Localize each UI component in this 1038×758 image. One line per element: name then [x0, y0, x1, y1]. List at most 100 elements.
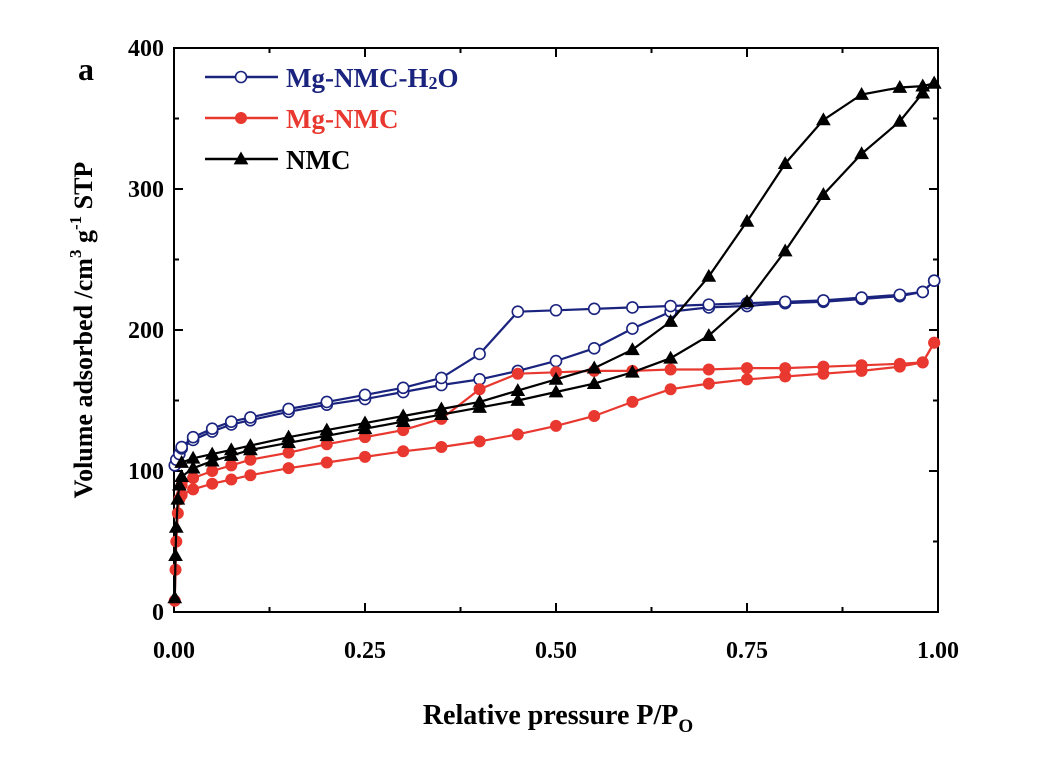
series-3-desorption-point [777, 156, 793, 169]
x-axis-title-sub: O [678, 716, 693, 737]
series-2-desorption-point [741, 362, 753, 375]
series-2-adsorption-point [206, 477, 219, 490]
series-3-adsorption-point [548, 384, 564, 398]
series-2-adsorption-point [435, 441, 448, 454]
legend-label-main: Mg-NMC [286, 104, 398, 134]
series-1-adsorption-point [549, 354, 563, 368]
series-1-desorption-point [225, 415, 238, 428]
x-tick-label: 0.25 [344, 638, 386, 664]
series-3-desorption-point [281, 429, 296, 443]
series-1-adsorption-point [473, 373, 486, 386]
series-2-desorption-point [855, 359, 868, 372]
series-1-adsorption-point [587, 342, 601, 355]
series-1-desorption-point [282, 402, 295, 416]
panel-label: a [78, 51, 94, 87]
series-3-adsorption-point [167, 590, 183, 604]
series-2-desorption-point [928, 336, 941, 349]
series-2-adsorption-point [359, 450, 371, 463]
series-1-desorption-point [893, 288, 907, 302]
series-3-desorption-point [243, 438, 258, 451]
legend-marker [233, 151, 249, 165]
series-3-desorption-point [319, 422, 335, 436]
y-tick-label: 100 [128, 459, 164, 485]
legend-label: Mg-NMC-H2O [286, 63, 458, 93]
y-axis-title-sup1: 3 [66, 250, 85, 259]
series-2-adsorption-point [320, 456, 333, 469]
series-1-desorption-point [175, 440, 188, 454]
series-3-adsorption-point [168, 548, 183, 561]
y-tick-label: 300 [128, 177, 164, 203]
series-2-desorption-point [206, 465, 219, 477]
series-1-desorption-point [435, 371, 448, 385]
series-1-desorption-point [358, 388, 372, 402]
series-2-adsorption-point [282, 462, 295, 475]
series-2-adsorption-point [225, 473, 238, 486]
series-3-adsorption-point [663, 350, 678, 364]
series-3 [167, 75, 942, 604]
y-axis-title: Volume adsorbed /cm3 g-1 STP [66, 162, 98, 499]
y-axis-title-main: Volume adsorbed /cm [69, 258, 98, 499]
legend-marker [234, 70, 248, 84]
series-1-desorption-point [320, 395, 334, 409]
legend-item-3: NMC [205, 145, 350, 175]
legend-marker [235, 112, 247, 124]
series-layer [167, 75, 942, 607]
legend-label: Mg-NMC [286, 104, 398, 134]
legend-label-main: NMC [286, 145, 350, 175]
series-2-desorption-point [779, 362, 792, 375]
series-3-adsorption-point [171, 477, 187, 491]
series-2-desorption-point [473, 383, 486, 396]
series-2-desorption-point [817, 360, 830, 373]
legend-label: NMC [286, 145, 350, 175]
series-3-adsorption-point [854, 146, 869, 160]
series-3-adsorption-point [170, 491, 186, 505]
series-1-adsorption-point [626, 322, 639, 335]
y-axis-title-end: STP [69, 162, 98, 216]
series-2-desorption-point [664, 363, 677, 376]
series-2-adsorption-point [702, 377, 715, 390]
series-1-desorption-point [626, 301, 639, 314]
series-3-desorption-point [701, 268, 717, 282]
series-3-desorption-line [181, 82, 935, 464]
series-1-desorption-point [473, 347, 486, 361]
series-3-desorption-point [434, 401, 449, 415]
plot-frame-layer: 0.00 0.25 0.50 0.75 1.00 0 100 200 300 400 [128, 36, 959, 664]
series-2-adsorption-point [244, 469, 257, 482]
series-1-desorption-point [702, 298, 716, 311]
series-2-adsorption-point [741, 373, 753, 386]
series-1-desorption-point [778, 295, 792, 309]
series-2-adsorption-point [187, 483, 200, 496]
series-2-adsorption-point [588, 410, 601, 423]
series-2-adsorption-point [397, 445, 410, 458]
series-3-adsorption-point [892, 113, 908, 127]
y-tick-label: 400 [128, 36, 164, 62]
series-3-desorption-point [915, 78, 931, 92]
series-3-desorption-point [174, 455, 190, 468]
legend-item-1: Mg-NMC-H2O [205, 63, 458, 93]
series-3-desorption-point [854, 87, 869, 100]
x-tick-label: 1.00 [917, 638, 959, 664]
series-3-desorption-point [926, 75, 942, 89]
x-tick-label: 0.75 [726, 638, 768, 664]
series-1-desorption-point [205, 422, 219, 436]
series-3-adsorption-point [701, 328, 717, 342]
series-2-desorption-point [893, 357, 906, 370]
series-1-desorption-point [511, 305, 525, 318]
series-1-desorption-point [186, 430, 200, 444]
series-2-desorption-point [187, 472, 200, 485]
series-3-adsorption-point [204, 453, 220, 467]
series-2 [168, 336, 941, 607]
series-2-desorption-point [511, 367, 524, 380]
series-3-adsorption-point [586, 376, 602, 389]
x-tick-label: 0.50 [535, 638, 577, 664]
series-2-desorption-point [916, 356, 929, 369]
series-3-desorption-point [548, 371, 564, 385]
series-3-adsorption-point [739, 294, 755, 308]
series-3-desorption-point [663, 314, 678, 327]
legend-item-2: Mg-NMC [205, 104, 398, 134]
series-1-desorption-point [549, 303, 563, 317]
series-3-desorption-point [739, 213, 755, 227]
legend-label-main: Mg-NMC-H [286, 63, 428, 93]
series-3-desorption-point [586, 360, 602, 374]
